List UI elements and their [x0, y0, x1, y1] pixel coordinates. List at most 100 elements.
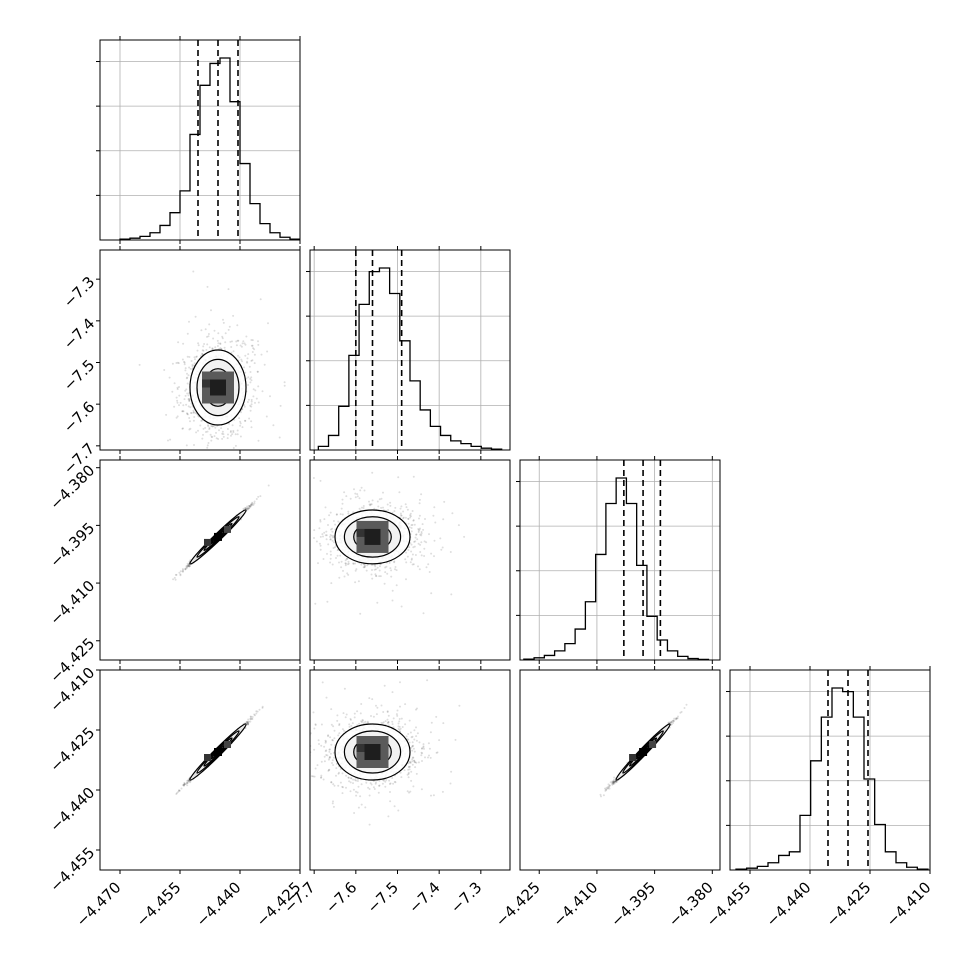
- scatter-point: [256, 710, 259, 713]
- scatter-point: [185, 377, 188, 380]
- scatter-point: [399, 507, 402, 510]
- scatter-point: [336, 554, 339, 557]
- scatter-point: [247, 720, 250, 723]
- scatter-point: [346, 563, 349, 566]
- scatter-point: [208, 427, 211, 429]
- scatter-point: [329, 557, 332, 560]
- scatter-point: [315, 540, 318, 543]
- scatter-point: [347, 560, 350, 563]
- scatter-point: [347, 510, 350, 513]
- scatter-point: [243, 507, 246, 510]
- scatter-point: [246, 507, 249, 510]
- scatter-point: [246, 357, 249, 360]
- scatter-point: [312, 477, 315, 479]
- scatter-point: [394, 506, 397, 509]
- scatter-point: [248, 505, 251, 507]
- scatter-point: [214, 346, 217, 349]
- scatter-point: [355, 568, 358, 571]
- scatter-point: [338, 576, 341, 579]
- panel-frame: [99, 249, 301, 451]
- scatter-point: [217, 332, 220, 335]
- scatter-point: [379, 565, 381, 568]
- scatter-point: [186, 565, 189, 568]
- scatter-point: [332, 547, 335, 549]
- scatter-point: [360, 486, 363, 489]
- scatter-point: [175, 396, 178, 399]
- panel-1-0: [96, 246, 301, 463]
- scatter-point: [363, 563, 366, 566]
- scatter-point: [187, 563, 190, 566]
- scatter-point: [251, 339, 254, 342]
- scatter-point: [236, 433, 239, 436]
- scatter-point: [335, 557, 337, 559]
- scatter-point: [395, 584, 398, 587]
- scatter-point: [255, 712, 258, 715]
- scatter-point: [363, 489, 366, 492]
- panel-1-1: [306, 246, 511, 454]
- scatter-point: [287, 490, 289, 492]
- scatter-point: [362, 566, 365, 569]
- scatter-point: [231, 424, 234, 427]
- scatter-point: [358, 507, 361, 510]
- scatter-point: [331, 536, 334, 539]
- scatter-point: [331, 534, 334, 537]
- scatter-point: [223, 457, 225, 459]
- scatter-point: [189, 420, 191, 423]
- scatter-point: [319, 548, 322, 551]
- scatter-point: [183, 783, 186, 786]
- scatter-point: [400, 505, 403, 508]
- scatter-point: [407, 549, 410, 551]
- scatter-point: [216, 345, 219, 347]
- scatter-point: [450, 593, 453, 596]
- scatter-point: [188, 356, 191, 358]
- scatter-point: [327, 524, 329, 526]
- scatter-point: [200, 419, 203, 422]
- scatter-point: [409, 561, 412, 564]
- scatter-point: [419, 527, 421, 530]
- scatter-point: [246, 508, 249, 511]
- scatter-point: [425, 566, 428, 569]
- scatter-point: [218, 452, 220, 454]
- scatter-point: [251, 502, 254, 505]
- scatter-point: [190, 412, 193, 414]
- scatter-point: [185, 566, 188, 569]
- scatter-point: [297, 555, 299, 557]
- scatter-point: [388, 561, 391, 564]
- scatter-point: [406, 555, 409, 558]
- scatter-point: [313, 537, 315, 539]
- scatter-point: [232, 350, 235, 353]
- scatter-point: [210, 439, 213, 442]
- scatter-point: [407, 522, 410, 525]
- scatter-point: [417, 528, 420, 530]
- scatter-point: [211, 461, 213, 463]
- scatter-point: [407, 517, 410, 520]
- scatter-point: [175, 573, 178, 576]
- scatter-point: [181, 427, 184, 430]
- scatter-point: [449, 551, 452, 553]
- scatter-point: [324, 506, 327, 509]
- scatter-point: [251, 716, 254, 718]
- scatter-point: [208, 457, 210, 459]
- panel-3-0: [96, 666, 301, 874]
- scatter-point: [352, 562, 355, 565]
- scatter-point: [329, 538, 332, 541]
- scatter-point: [247, 507, 250, 510]
- scatter-point: [345, 562, 347, 565]
- scatter-point: [415, 533, 418, 536]
- density-cell: [356, 528, 365, 537]
- scatter-point: [219, 342, 222, 345]
- scatter-point: [384, 571, 387, 574]
- scatter-point: [427, 563, 430, 566]
- scatter-point: [221, 335, 224, 338]
- scatter-point: [219, 343, 222, 345]
- panel-2-1: [287, 456, 511, 664]
- scatter-point: [413, 523, 416, 526]
- scatter-point: [178, 571, 181, 574]
- scatter-point: [208, 346, 211, 349]
- scatter-point: [187, 565, 190, 568]
- scatter-point: [394, 566, 397, 568]
- scatter-point: [378, 575, 381, 578]
- scatter-point: [250, 376, 253, 379]
- scatter-point: [391, 599, 394, 602]
- scatter-point: [410, 527, 413, 529]
